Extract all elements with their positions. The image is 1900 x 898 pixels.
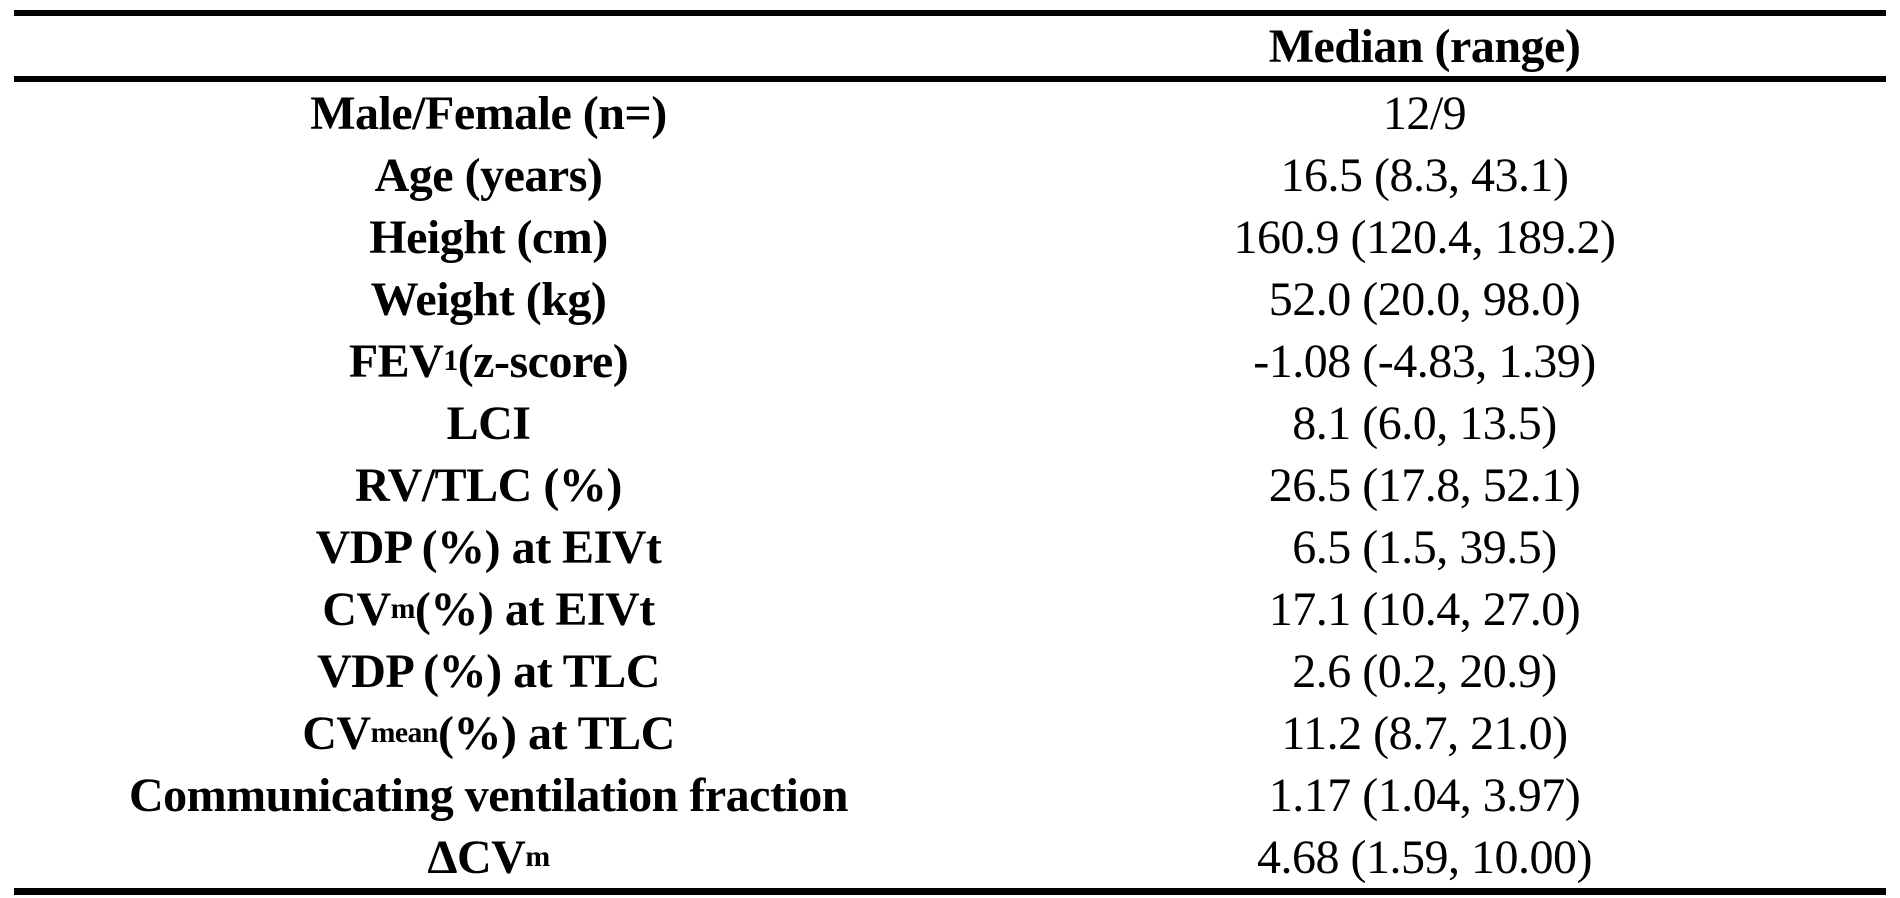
table-header-row: Median (range): [14, 16, 1886, 76]
table-rule-top: [14, 10, 1886, 16]
table-row: CV mean (%) at TLC 11.2 (8.7, 21.0): [14, 702, 1886, 764]
table-row: CV m (%) at EIVt 17.1 (10.4, 27.0): [14, 578, 1886, 640]
row-label-cell: RV/TLC (%): [355, 458, 622, 512]
table-row: FEV 1 (z-score) -1.08 (-4.83, 1.39): [14, 330, 1886, 392]
row-value-cell: 160.9 (120.4, 189.2): [1233, 210, 1616, 264]
row-value-cell: 52.0 (20.0, 98.0): [1268, 272, 1581, 326]
row-label-cell: Age (years): [374, 148, 603, 202]
row-value-cell: 2.6 (0.2, 20.9): [1292, 644, 1557, 698]
table-rule-header: [14, 76, 1886, 82]
table-row: Age (years) 16.5 (8.3, 43.1): [14, 144, 1886, 206]
row-value-cell: 6.5 (1.5, 39.5): [1292, 520, 1557, 574]
row-label-cell: CV m (%) at EIVt: [322, 582, 655, 636]
row-value-cell: 12/9: [1382, 86, 1467, 140]
summary-table: Median (range) Male/Female (n=) 12/9 Age…: [14, 10, 1886, 895]
table-row: RV/TLC (%) 26.5 (17.8, 52.1): [14, 454, 1886, 516]
row-value-cell: 16.5 (8.3, 43.1): [1280, 148, 1569, 202]
row-label-cell: FEV 1 (z-score): [348, 334, 629, 388]
row-value-cell: -1.08 (-4.83, 1.39): [1253, 334, 1596, 388]
table-row: VDP (%) at TLC 2.6 (0.2, 20.9): [14, 640, 1886, 702]
row-value-cell: 8.1 (6.0, 13.5): [1292, 396, 1557, 450]
table-row: ΔCV m 4.68 (1.59, 10.00): [14, 826, 1886, 888]
row-label-cell: LCI: [446, 396, 531, 450]
row-label-cell: VDP (%) at EIVt: [315, 520, 662, 574]
table-rule-bottom: [14, 888, 1886, 895]
table-row: Height (cm) 160.9 (120.4, 189.2): [14, 206, 1886, 268]
row-value-cell: 26.5 (17.8, 52.1): [1268, 458, 1581, 512]
row-value-cell: 4.68 (1.59, 10.00): [1257, 830, 1592, 884]
row-label-cell: Male/Female (n=): [310, 86, 667, 140]
row-label-cell: Communicating ventilation fraction: [129, 768, 848, 822]
row-value-cell: 17.1 (10.4, 27.0): [1268, 582, 1581, 636]
table-row: VDP (%) at EIVt 6.5 (1.5, 39.5): [14, 516, 1886, 578]
row-label-cell: Weight (kg): [370, 272, 607, 326]
row-label-cell: VDP (%) at TLC: [317, 644, 660, 698]
table-row: LCI 8.1 (6.0, 13.5): [14, 392, 1886, 454]
row-value-cell: 11.2 (8.7, 21.0): [1281, 706, 1568, 760]
table-row: Communicating ventilation fraction 1.17 …: [14, 764, 1886, 826]
row-label-cell: ΔCV m: [427, 830, 550, 884]
table-row: Male/Female (n=) 12/9: [14, 82, 1886, 144]
row-value-cell: 1.17 (1.04, 3.97): [1268, 768, 1581, 822]
table-row: Weight (kg) 52.0 (20.0, 98.0): [14, 268, 1886, 330]
row-label-cell: CV mean (%) at TLC: [302, 706, 675, 760]
header-empty-cell: [14, 16, 963, 76]
row-label-cell: Height (cm): [369, 210, 608, 264]
header-median-range: Median (range): [1268, 19, 1581, 73]
